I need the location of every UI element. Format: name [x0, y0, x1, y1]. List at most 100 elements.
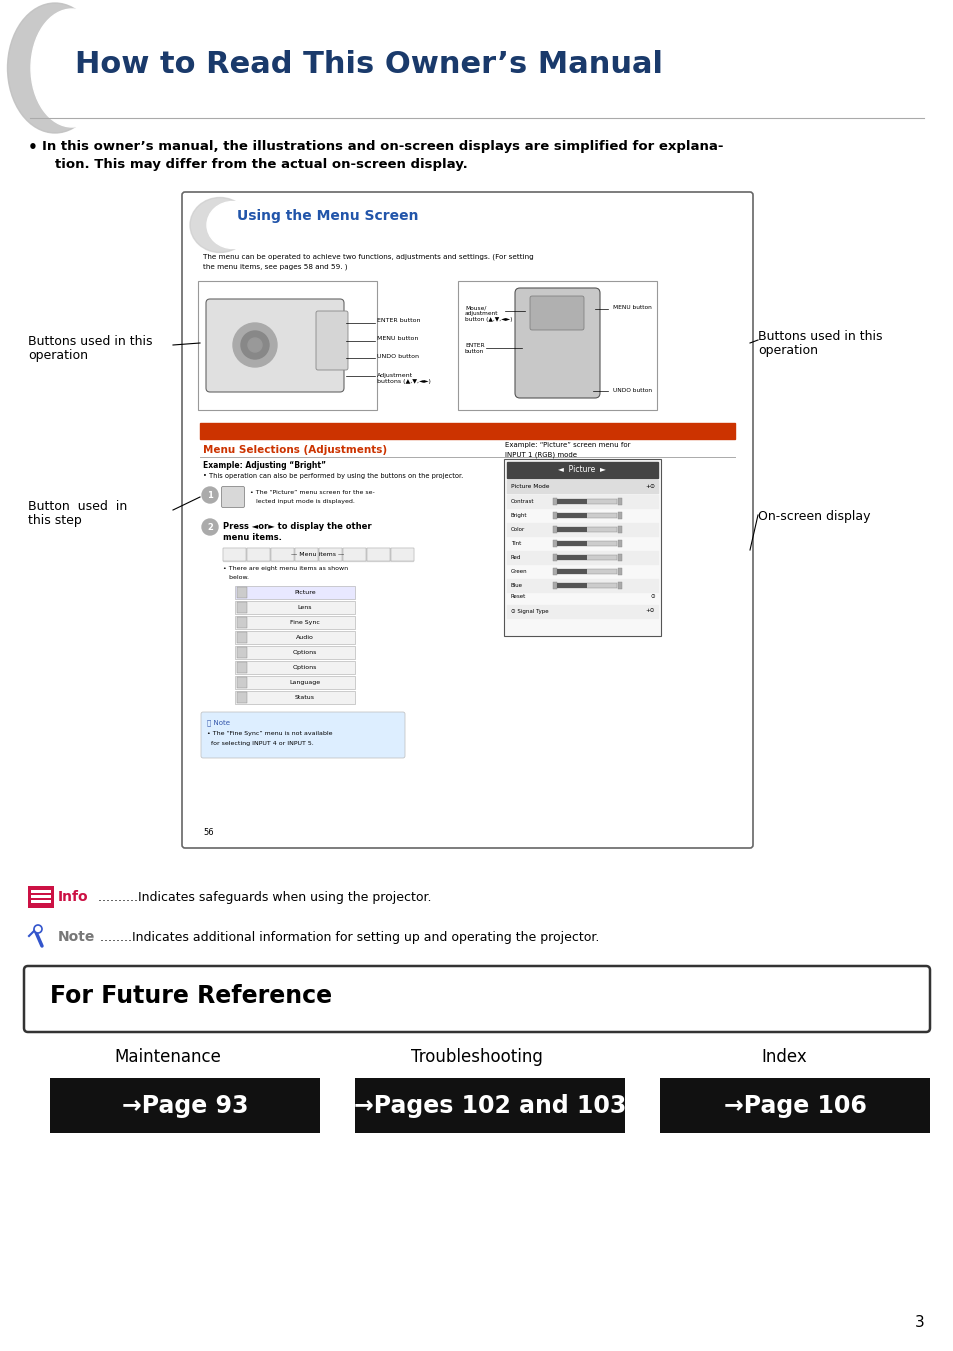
Bar — [557, 569, 617, 574]
Text: Lens: Lens — [297, 605, 312, 611]
Text: 3: 3 — [914, 1315, 923, 1329]
Bar — [618, 512, 621, 519]
Circle shape — [202, 486, 218, 503]
Text: INPUT 1 (RGB) mode: INPUT 1 (RGB) mode — [504, 451, 577, 458]
FancyBboxPatch shape — [503, 459, 660, 636]
Text: ........Indicates additional information for setting up and operating the projec: ........Indicates additional information… — [100, 931, 598, 943]
Ellipse shape — [190, 197, 250, 253]
Ellipse shape — [207, 201, 258, 249]
Text: Tint: Tint — [511, 540, 520, 546]
Text: operation: operation — [28, 349, 88, 362]
Bar — [557, 513, 586, 517]
Bar — [557, 527, 617, 532]
Text: ENTER
button: ENTER button — [464, 343, 484, 354]
Bar — [28, 886, 54, 908]
Text: MENU button: MENU button — [376, 336, 418, 342]
Bar — [618, 554, 621, 561]
Text: • There are eight menu items as shown: • There are eight menu items as shown — [223, 566, 348, 571]
FancyBboxPatch shape — [206, 299, 344, 392]
Bar — [618, 540, 621, 547]
Text: Adjustment
buttons (▲,▼,◄►): Adjustment buttons (▲,▼,◄►) — [376, 373, 431, 384]
Text: • The “Fine Sync” menu is not available: • The “Fine Sync” menu is not available — [207, 731, 333, 736]
Bar — [553, 540, 557, 547]
Text: ⊙: ⊙ — [650, 594, 655, 600]
Bar — [557, 555, 586, 561]
Circle shape — [202, 519, 218, 535]
Text: 🗒 Note: 🗒 Note — [207, 719, 230, 725]
Bar — [557, 584, 586, 588]
FancyBboxPatch shape — [530, 296, 583, 330]
Text: Picture: Picture — [294, 590, 315, 594]
Bar — [294, 549, 317, 561]
Bar — [506, 523, 658, 536]
Bar — [506, 462, 658, 478]
Text: ◄  Picture  ►: ◄ Picture ► — [558, 466, 605, 474]
Text: 2: 2 — [207, 523, 213, 531]
Bar — [553, 554, 557, 561]
Bar — [553, 567, 557, 576]
Text: On-screen display: On-screen display — [758, 509, 869, 523]
Circle shape — [34, 925, 42, 934]
Bar — [506, 494, 658, 508]
FancyBboxPatch shape — [221, 486, 244, 508]
Bar — [553, 499, 557, 505]
Text: for selecting INPUT 4 or INPUT 5.: for selecting INPUT 4 or INPUT 5. — [207, 740, 314, 746]
Bar — [236, 586, 247, 598]
Text: Press ◄or► to display the other: Press ◄or► to display the other — [223, 521, 372, 531]
Bar — [553, 582, 557, 589]
Bar — [557, 569, 586, 574]
Bar — [557, 540, 617, 546]
Bar — [557, 527, 586, 532]
Text: this step: this step — [28, 513, 82, 527]
Bar — [223, 549, 246, 561]
Text: menu items.: menu items. — [223, 534, 281, 542]
Text: Example: Adjusting “Bright”: Example: Adjusting “Bright” — [203, 461, 326, 470]
Bar — [234, 616, 355, 630]
Text: UNDO button: UNDO button — [376, 354, 418, 358]
Bar — [618, 582, 621, 589]
Text: +⊙: +⊙ — [644, 484, 655, 489]
FancyBboxPatch shape — [182, 192, 752, 848]
Text: In this owner’s manual, the illustrations and on-screen displays are simplified : In this owner’s manual, the illustration… — [42, 141, 722, 153]
Text: How to Read This Owner’s Manual: How to Read This Owner’s Manual — [75, 50, 662, 78]
Text: • The “Picture” menu screen for the se-: • The “Picture” menu screen for the se- — [250, 490, 375, 494]
Text: UNDO button: UNDO button — [613, 388, 651, 393]
Text: — Menu items —: — Menu items — — [291, 553, 344, 557]
Bar — [236, 692, 247, 703]
Bar — [236, 632, 247, 643]
Bar — [618, 567, 621, 576]
Text: Bright: Bright — [511, 513, 527, 517]
Text: Mouse/
adjustment
button (▲,▼,◄►): Mouse/ adjustment button (▲,▼,◄►) — [464, 305, 512, 322]
FancyBboxPatch shape — [24, 966, 929, 1032]
Text: Fine Sync: Fine Sync — [290, 620, 319, 626]
Text: Options: Options — [293, 650, 316, 655]
Bar — [506, 605, 658, 617]
Text: tion. This may differ from the actual on-screen display.: tion. This may differ from the actual on… — [55, 158, 467, 172]
Bar — [557, 513, 617, 517]
Bar — [234, 586, 355, 598]
Text: MENU button: MENU button — [613, 305, 651, 309]
Text: Buttons used in this: Buttons used in this — [758, 330, 882, 343]
Ellipse shape — [8, 3, 102, 132]
Text: Menu Selections (Adjustments): Menu Selections (Adjustments) — [203, 444, 387, 455]
Bar — [236, 677, 247, 688]
Bar — [659, 1078, 929, 1133]
Bar — [391, 549, 414, 561]
Text: Color: Color — [511, 527, 525, 532]
FancyBboxPatch shape — [315, 311, 348, 370]
Circle shape — [248, 338, 262, 353]
Bar — [618, 526, 621, 534]
Text: • This operation can also be performed by using the buttons on the projector.: • This operation can also be performed b… — [203, 473, 463, 480]
Text: Language: Language — [289, 680, 320, 685]
Bar — [234, 676, 355, 689]
Ellipse shape — [30, 9, 112, 127]
Text: •: • — [28, 141, 38, 155]
Bar — [506, 480, 658, 493]
Text: →Pages 102 and 103: →Pages 102 and 103 — [354, 1093, 625, 1117]
Text: Note: Note — [58, 929, 95, 944]
Text: Using the Menu Screen: Using the Menu Screen — [236, 209, 418, 223]
Text: lected input mode is displayed.: lected input mode is displayed. — [250, 499, 355, 504]
Bar — [234, 646, 355, 659]
Bar — [506, 580, 658, 592]
FancyBboxPatch shape — [515, 288, 599, 399]
